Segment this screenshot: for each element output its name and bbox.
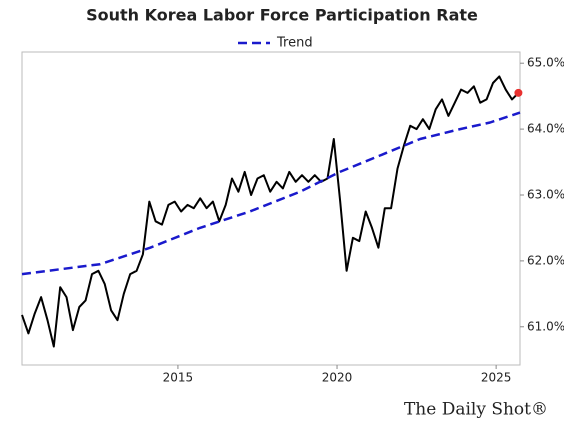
- last-point: [514, 88, 523, 97]
- plot-frame: [21, 51, 521, 366]
- x-tick-label: 2015: [163, 371, 194, 385]
- x-tick-label: 2025: [481, 371, 512, 385]
- y-tick-label: 63.0%: [527, 187, 564, 201]
- chart-title: South Korea Labor Force Participation Ra…: [86, 6, 478, 25]
- data-line: [21, 75, 520, 348]
- y-tick-label: 62.0%: [527, 253, 564, 267]
- y-tick-label: 61.0%: [527, 319, 564, 333]
- x-tick-label: 2020: [322, 371, 353, 385]
- legend-label: Trend: [276, 36, 313, 51]
- y-tick-label: 65.0%: [527, 56, 564, 70]
- trend-line: [21, 111, 521, 276]
- y-tick-label: 64.0%: [527, 122, 564, 136]
- source: The Daily Shot®: [404, 400, 548, 420]
